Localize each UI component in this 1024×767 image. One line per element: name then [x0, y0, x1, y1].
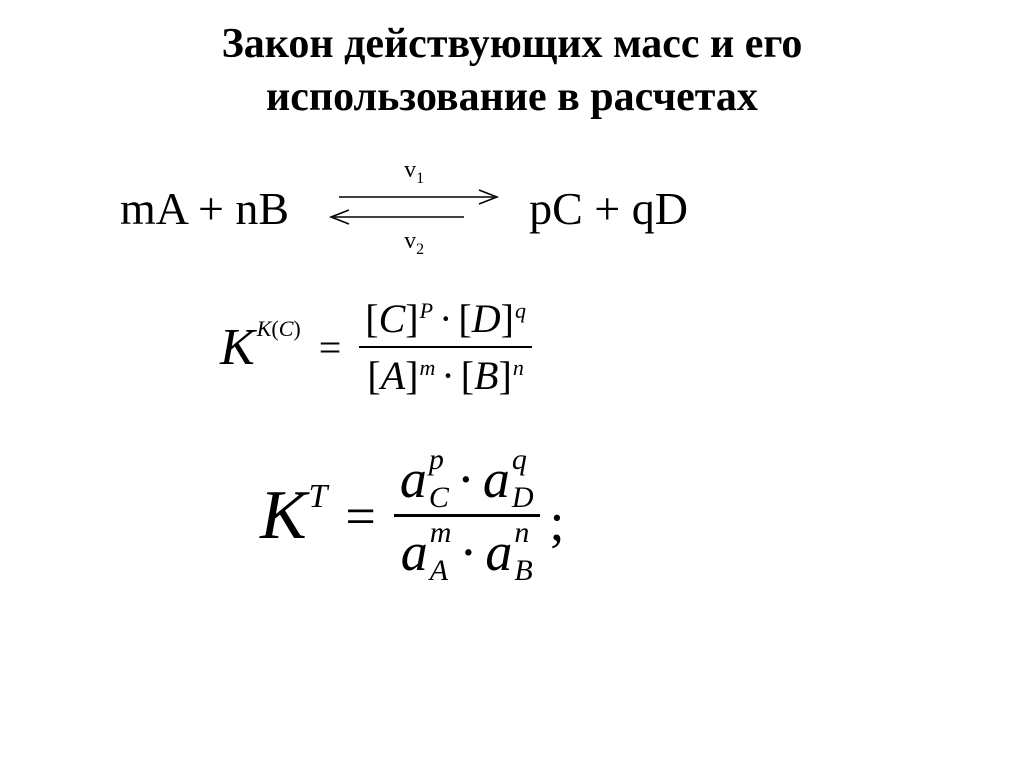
terminator-semicolon: ;	[550, 491, 565, 585]
reaction-rhs: pC + qD	[529, 182, 688, 235]
reaction-scheme: mA + nB v1 v2 pC + qD	[120, 163, 984, 253]
activity-term: a n B	[485, 521, 532, 583]
equals-sign: =	[345, 485, 375, 547]
reverse-rate-label: v2	[319, 228, 509, 259]
forward-rate-label: v1	[319, 157, 509, 188]
reaction-arrows: v1 v2	[319, 163, 509, 253]
title-line-2: использование в расчетах	[266, 74, 758, 120]
reaction-lhs: mA + nB	[120, 182, 289, 235]
page-title: Закон действующих масс и его использован…	[40, 18, 984, 123]
title-line-1: Закон действующих масс и его	[222, 21, 803, 67]
equation-thermodynamic-k: К T = a p C · a q D	[260, 446, 984, 585]
fraction-bar	[359, 346, 532, 348]
reverse-arrow-icon	[319, 207, 509, 227]
k-therm-numerator: a p C · a q D	[394, 446, 540, 512]
k-conc-denominator: [A]m · [B]n	[361, 350, 529, 401]
k-conc-numerator: [C]P · [D]q	[359, 293, 532, 344]
k-therm-denominator: a m A · a n B	[395, 519, 539, 585]
forward-arrow-icon	[319, 187, 509, 207]
activity-term: a m A	[401, 521, 452, 583]
equals-sign: =	[319, 324, 342, 371]
activity-term: a q D	[483, 448, 534, 510]
activity-term: a p C	[400, 448, 449, 510]
k-therm-fraction: a p C · a q D a	[394, 446, 540, 585]
k-therm-symbol: К T	[260, 476, 327, 556]
k-conc-fraction: [C]P · [D]q [A]m · [B]n	[359, 293, 532, 401]
k-conc-symbol: K K(C)	[220, 318, 301, 377]
equation-concentration-k: K K(C) = [C]P · [D]q [A]m · [B]n	[220, 293, 984, 401]
